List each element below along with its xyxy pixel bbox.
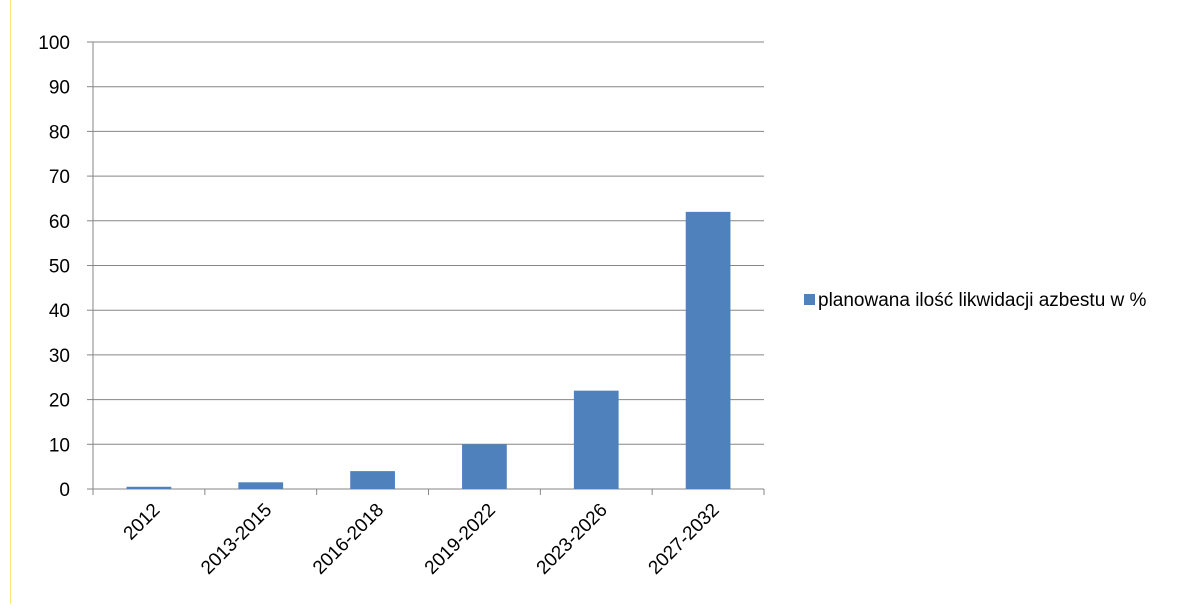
bar xyxy=(462,444,507,489)
y-tick-label: 10 xyxy=(49,435,70,456)
legend-swatch xyxy=(804,294,815,305)
x-tick-label: 2012 xyxy=(120,500,165,545)
y-tick-label: 50 xyxy=(49,257,70,278)
bar xyxy=(685,211,731,490)
y-tick-label: 40 xyxy=(49,301,70,322)
x-tick-label: 2016-2018 xyxy=(309,500,388,579)
y-tick-label: 20 xyxy=(49,391,70,412)
legend-label: planowana ilość likwidacji azbestu w % xyxy=(818,290,1147,311)
y-tick-label: 0 xyxy=(59,480,70,501)
x-tick-label: 2019-2022 xyxy=(421,500,500,579)
bar xyxy=(126,486,172,489)
bar xyxy=(238,482,284,489)
bar xyxy=(573,390,619,489)
x-tick-label: 2027-2032 xyxy=(645,500,724,579)
y-tick-label: 30 xyxy=(49,346,70,367)
left-border-line xyxy=(10,0,11,604)
y-tick-label: 80 xyxy=(49,122,70,143)
y-tick-label: 60 xyxy=(49,212,70,233)
y-tick-label: 90 xyxy=(49,78,70,99)
x-tick-label: 2013-2015 xyxy=(197,500,276,579)
x-tick-label: 2023-2026 xyxy=(533,500,612,579)
y-tick-label: 100 xyxy=(38,33,70,54)
bar xyxy=(350,471,395,489)
y-tick-label: 70 xyxy=(49,167,70,188)
